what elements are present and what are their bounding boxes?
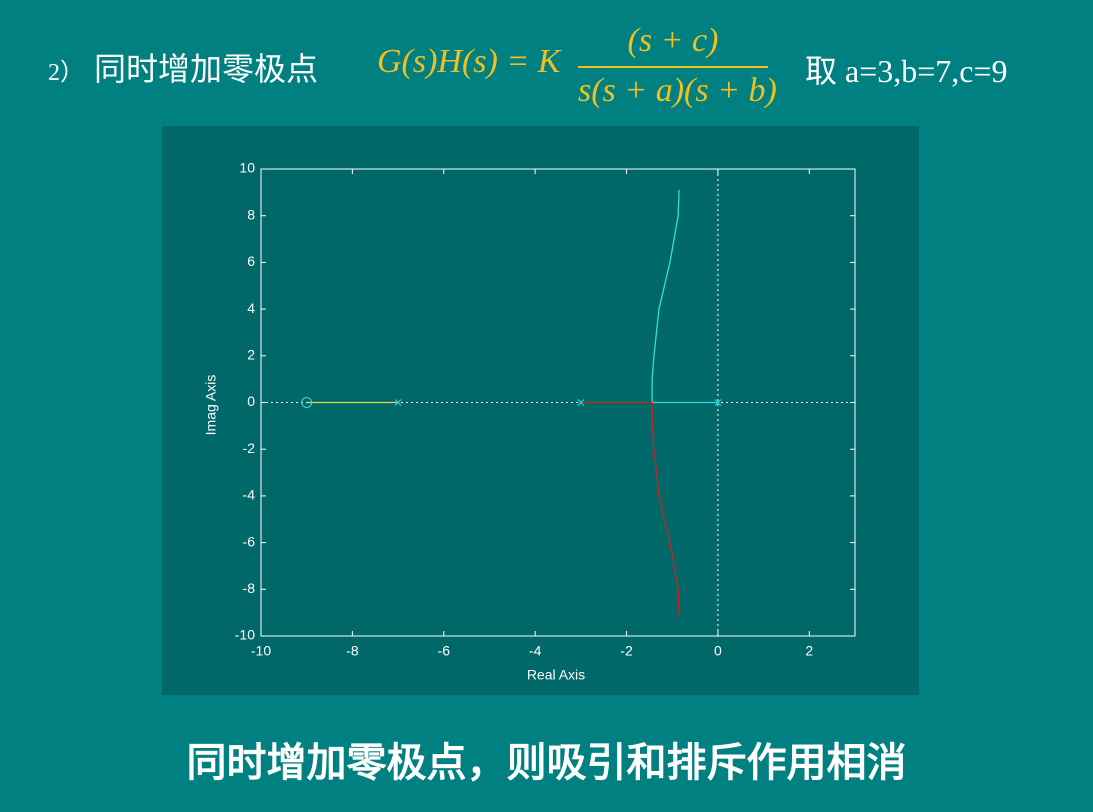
y-tick-label: -4	[243, 487, 256, 503]
y-tick-label: 2	[247, 347, 255, 363]
footer: 同时增加零极点，则吸引和排斥作用相消	[186, 740, 907, 786]
y-tick-label: 8	[247, 206, 255, 222]
y-axis-label: Imag Axis	[203, 375, 219, 436]
y-tick-label: 0	[247, 393, 255, 409]
params: 取 a=3,b=7,c=9	[805, 53, 1008, 89]
x-tick-label: -8	[346, 643, 359, 659]
pole-marker	[714, 399, 722, 406]
zero-marker	[301, 397, 313, 408]
x-tick-label: -6	[438, 643, 451, 659]
x-tick-label: -4	[529, 643, 542, 659]
pole-marker	[394, 399, 402, 406]
locus-branch	[580, 401, 680, 618]
x-tick-label: 0	[714, 643, 722, 659]
y-tick-label: -2	[243, 440, 256, 456]
y-tick-label: 4	[247, 300, 255, 316]
formula-numerator: (s + c)	[627, 22, 719, 59]
y-tick-label: -6	[243, 533, 256, 549]
formula-left: G(s)H(s) = K	[377, 43, 561, 80]
y-tick-label: -8	[243, 580, 256, 596]
x-tick-label: -2	[620, 643, 633, 659]
locus-branch	[651, 189, 718, 404]
item-number: 2）	[48, 60, 84, 86]
y-tick-label: -10	[235, 627, 255, 643]
plot-panel	[162, 126, 919, 695]
x-axis-label: Real Axis	[527, 667, 585, 683]
y-tick-label: 10	[239, 160, 255, 176]
y-tick-label: 6	[247, 253, 255, 269]
x-tick-label: -10	[251, 643, 271, 659]
x-tick-label: 2	[805, 643, 813, 659]
pole-marker	[577, 399, 585, 406]
formula-denominator: s(s + a)(s + b)	[578, 72, 777, 109]
fraction-bar	[578, 66, 768, 68]
header-text: 同时增加零极点	[94, 50, 319, 88]
